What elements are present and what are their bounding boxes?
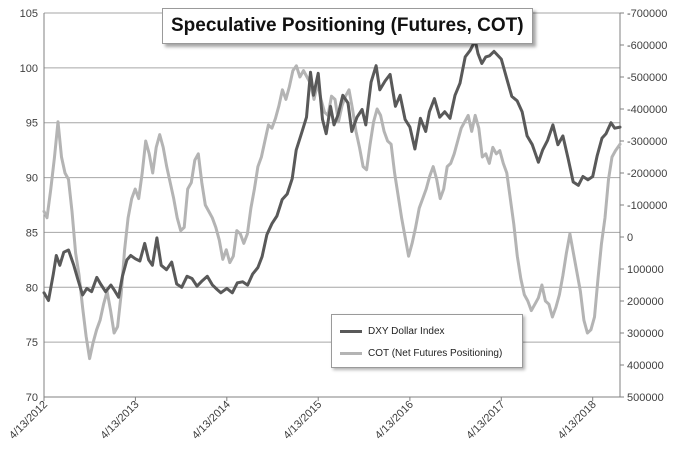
chart-title-box: Speculative Positioning (Futures, COT)	[162, 8, 533, 44]
legend-label-cot: COT (Net Futures Positioning)	[368, 347, 503, 359]
x-tick-label: 4/13/2016	[373, 399, 416, 442]
left-tick-label: 70	[26, 392, 38, 404]
right-tick-label: 0	[627, 232, 633, 244]
right-tick-label: -600000	[627, 40, 667, 52]
left-tick-label: 90	[26, 173, 38, 185]
right-tick-label: -300000	[627, 136, 667, 148]
left-tick-label: 85	[26, 227, 38, 239]
legend-item-cot: COT (Net Futures Positioning)	[340, 345, 502, 361]
left-tick-label: 95	[26, 118, 38, 130]
right-tick-label: 100000	[627, 264, 664, 276]
left-axis-tick-labels: 70 75 80 85 90 95 100 105	[20, 8, 38, 404]
legend-swatch-dxy	[340, 329, 362, 333]
left-tick-label: 105	[20, 8, 38, 20]
x-tick-label: 4/13/2012	[7, 399, 50, 442]
right-tick-label: -100000	[627, 200, 667, 212]
series-lines	[42, 38, 622, 361]
x-tick-label: 4/13/2015	[281, 399, 324, 442]
x-tick-label: 4/13/2013	[98, 399, 141, 442]
left-tick-label: 100	[20, 63, 38, 75]
x-axis-tick-labels: 4/13/2012 4/13/2013 4/13/2014 4/13/2015 4/13…	[7, 399, 599, 442]
gridlines	[44, 12, 620, 398]
legend-swatch-cot	[340, 351, 362, 355]
right-tick-label: 500000	[627, 392, 664, 404]
chart-title: Speculative Positioning (Futures, COT)	[171, 15, 524, 36]
right-tick-label: -400000	[627, 104, 667, 116]
series-line-dxy	[42, 38, 622, 302]
right-tick-label: 400000	[627, 360, 664, 372]
legend: DXY Dollar Index COT (Net Futures Positi…	[331, 314, 523, 368]
legend-item-dxy: DXY Dollar Index	[340, 323, 445, 339]
right-tick-label: 300000	[627, 328, 664, 340]
x-tick-label: 4/13/2014	[190, 399, 233, 442]
x-tick-label: 4/13/2017	[464, 399, 507, 442]
right-tick-label: -700000	[627, 8, 667, 20]
series-line-cot	[42, 64, 622, 361]
right-axis-tick-labels: 500000 400000 300000 200000 100000 0 -100000 -2…	[627, 8, 667, 404]
axes	[43, 12, 624, 401]
legend-label-dxy: DXY Dollar Index	[368, 325, 445, 337]
left-tick-label: 80	[26, 282, 38, 294]
left-tick-label: 75	[26, 337, 38, 349]
x-tick-label: 4/13/2018	[556, 399, 599, 442]
right-tick-label: -200000	[627, 168, 667, 180]
right-tick-label: -500000	[627, 72, 667, 84]
right-tick-label: 200000	[627, 296, 664, 308]
